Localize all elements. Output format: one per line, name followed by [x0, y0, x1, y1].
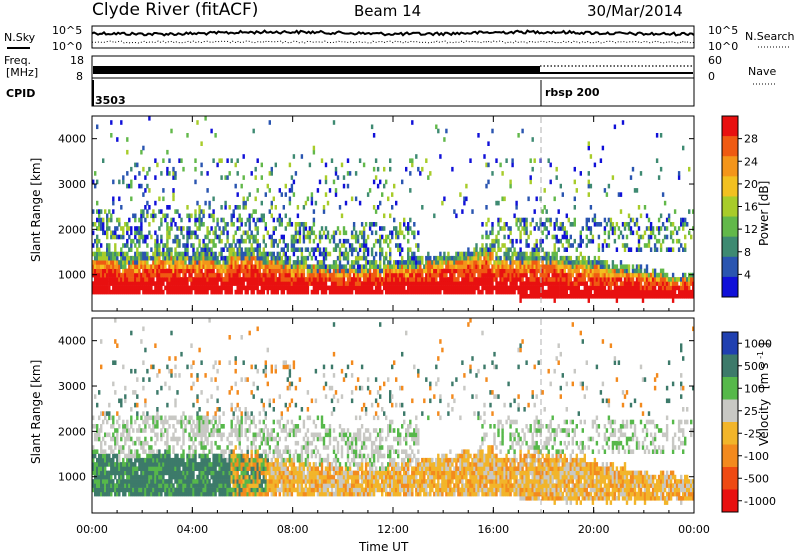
colorbar-swatch	[722, 354, 738, 378]
nsky-tick-right-bottom: 10^0	[708, 40, 738, 53]
cpid-label: CPID	[6, 87, 35, 100]
x-axis: 00:00 04:00 08:00 12:00 16:00 20:00 00:00	[76, 116, 710, 536]
power-cbar-label: Power [dB]	[757, 181, 771, 246]
colorbar-swatch	[722, 444, 738, 468]
velocity-ylabel: Slant Range [km]	[29, 360, 43, 464]
cpid-segment-1: 3503	[95, 94, 126, 107]
colorbar-swatch	[722, 377, 738, 400]
colorbar-swatch	[722, 156, 738, 177]
nave-label: Nave	[748, 65, 776, 78]
freq-panel: Freq. [MHz] 18 8 60 0	[4, 54, 722, 83]
freq-tick-left-bottom: 8	[76, 70, 83, 83]
xtick-label: 20:00	[578, 523, 610, 536]
colorbar-swatch	[722, 196, 738, 218]
colorbar-tick-label: 100	[744, 382, 765, 395]
velocity-heatmap	[92, 318, 695, 505]
velocity-cbar-label: Velocity [m s -1 ]	[756, 342, 771, 446]
ytick-label: 1000	[58, 471, 86, 484]
cpid-segment-2: rbsp 200	[545, 86, 600, 99]
cpid-panel: CPID 3503 rbsp 200	[6, 77, 695, 107]
colorbar-swatch	[722, 489, 738, 513]
power-heatmap	[92, 116, 695, 303]
colorbar-tick-label: 12	[744, 223, 758, 236]
ytick-label: 4000	[58, 335, 86, 348]
power-ylabel: Slant Range [km]	[29, 158, 43, 262]
colorbar-swatch	[722, 467, 738, 490]
ytick-label: 3000	[58, 178, 86, 191]
velocity-cbar-label-text: Velocity	[757, 399, 771, 446]
colorbar-swatch	[722, 176, 738, 197]
station-title: Clyde River (fitACF)	[92, 0, 258, 20]
nsearch-series-line	[91, 40, 695, 44]
xtick-label: 04:00	[176, 523, 208, 536]
ytick-label: 4000	[58, 133, 86, 146]
colorbar-swatch	[722, 116, 738, 137]
colorbar-swatch	[722, 216, 738, 238]
colorbar-tick-label: -100	[744, 450, 769, 463]
colorbar-tick-label: -500	[744, 472, 769, 485]
colorbar-swatch	[722, 276, 738, 298]
ytick-label: 2000	[58, 425, 86, 438]
colorbar-swatch	[722, 422, 738, 445]
nsky-series-line	[91, 29, 695, 37]
colorbar-swatch	[722, 256, 738, 278]
power-yticks: 4000 3000 2000 1000	[58, 133, 694, 282]
xtick-label: 08:00	[277, 523, 309, 536]
nsky-tick-left-top: 10^5	[52, 24, 82, 37]
xtick-label: 16:00	[477, 523, 509, 536]
ytick-label: 1000	[58, 269, 86, 282]
velocity-panel: 4000 3000 2000 1000 Slant Range [km] 1000 50…	[29, 317, 776, 514]
ytick-label: 3000	[58, 380, 86, 393]
beam-title: Beam 14	[354, 2, 421, 20]
colorbar-tick-label: 28	[744, 133, 758, 146]
colorbar-tick-label: 16	[744, 201, 758, 214]
colorbar-tick-label: -1000	[744, 495, 776, 508]
colorbar-tick-label: 24	[744, 155, 758, 168]
nsky-tick-right-top: 10^5	[708, 24, 738, 37]
power-panel: 4000 3000 2000 1000 Slant Range [km] 28 24 20…	[29, 115, 771, 312]
power-colorbar: 28 24 20 16 12 8 4	[721, 115, 758, 298]
colorbar-tick-label: 20	[744, 178, 758, 191]
velocity-colorbar: 1000 500 100 25 -25 -100 -500 -1000	[721, 331, 776, 513]
velocity-cbar-units-sup: -1	[756, 351, 765, 359]
colorbar-tick-label: 500	[744, 360, 765, 373]
colorbar-tick-label: 4	[744, 268, 751, 281]
xtick-label: 00:00	[76, 523, 108, 536]
colorbar-tick-label: 25	[744, 405, 758, 418]
colorbar-swatch	[722, 332, 738, 355]
nsky-tick-left-bottom: 10^0	[52, 40, 82, 53]
nsearch-label: N.Search	[745, 30, 795, 43]
freq-tick-left-top: 18	[70, 54, 84, 67]
nsky-label: N.Sky	[4, 31, 36, 44]
colorbar-tick-label: 1000	[744, 337, 772, 350]
colorbar-tick-label: -25	[744, 427, 762, 440]
velocity-yticks: 4000 3000 2000 1000	[58, 335, 694, 484]
xtick-label: 00:00	[678, 523, 710, 536]
colorbar-swatch	[722, 236, 738, 258]
xtick-label: 12:00	[377, 523, 409, 536]
nsky-panel: N.Sky 10^5 10^0 10^5 10^0	[4, 24, 738, 53]
colorbar-tick-label: 8	[744, 246, 751, 259]
colorbar-swatch	[722, 136, 738, 157]
freq-band	[93, 66, 540, 74]
colorbar-swatch	[722, 399, 738, 423]
x-axis-label: Time UT	[358, 540, 409, 554]
velocity-cbar-units-end: ]	[757, 342, 771, 347]
freq-label-line1: Freq.	[4, 54, 31, 67]
ytick-label: 2000	[58, 223, 86, 236]
date-title: 30/Mar/2014	[587, 2, 683, 20]
freq-label-line2: [MHz]	[6, 66, 38, 79]
velocity-cbar-units: [m s	[757, 363, 771, 389]
freq-tick-right-top: 60	[708, 54, 722, 67]
freq-tick-right-bottom: 0	[708, 70, 715, 83]
